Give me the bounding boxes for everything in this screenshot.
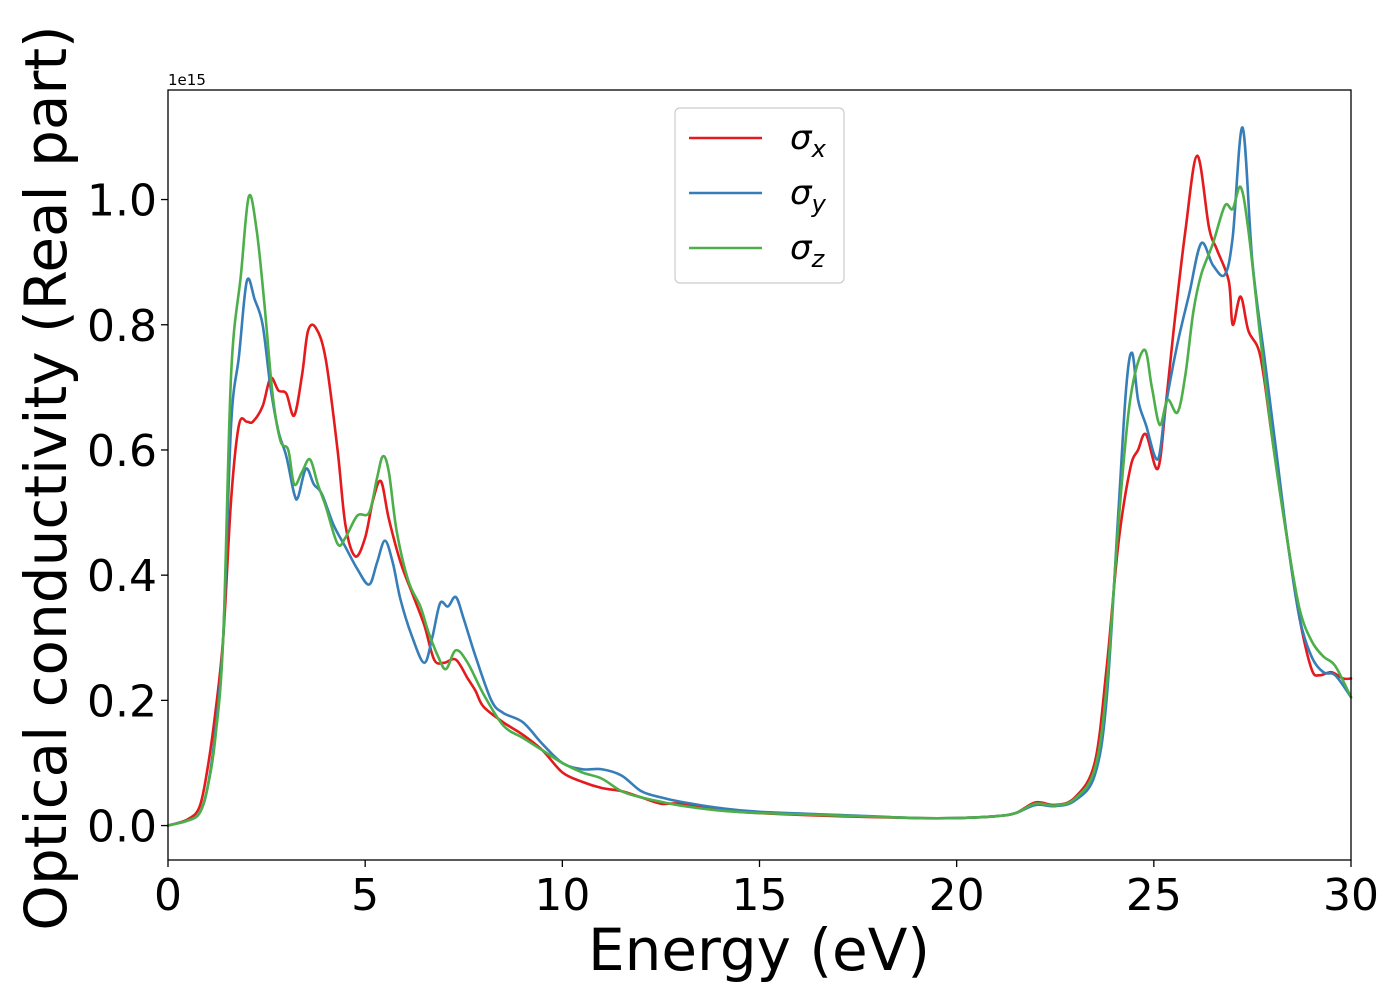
x-tick-label: 5 — [351, 870, 379, 921]
legend-label-symbol: σ — [790, 228, 813, 268]
legend-label-z: σz — [790, 228, 826, 273]
y-axis: 0.0 0.2 0.4 0.6 0.8 1.0 — [87, 176, 168, 853]
legend-label-x: σx — [790, 118, 827, 163]
legend-box — [674, 107, 845, 284]
series-line-y — [166, 126, 1353, 827]
x-tick-label: 0 — [154, 870, 182, 921]
series-line-x — [166, 154, 1353, 827]
legend-label-symbol: σ — [790, 173, 813, 213]
x-tick-label: 30 — [1323, 870, 1379, 921]
y-offset-label: 1e15 — [168, 71, 206, 89]
series-layer — [166, 126, 1353, 827]
y-tick-label: 0.4 — [87, 551, 157, 602]
y-tick-label: 1.0 — [87, 176, 157, 227]
legend-label-y: σy — [790, 173, 827, 218]
x-tick-label: 20 — [929, 870, 985, 921]
x-tick-label: 25 — [1126, 870, 1182, 921]
y-tick-label: 0.6 — [87, 426, 157, 477]
x-axis-label: Energy (eV) — [588, 916, 930, 984]
legend-label-subscript: z — [811, 245, 826, 273]
y-tick-label: 0.8 — [87, 301, 157, 352]
y-tick-label: 0.2 — [87, 676, 157, 727]
y-axis-label: Optical conductivity (Real part) — [12, 25, 80, 930]
series-line-z — [166, 185, 1353, 827]
legend-label-subscript: x — [811, 135, 827, 163]
x-tick-label: 10 — [534, 870, 590, 921]
y-tick-label: 0.0 — [87, 802, 157, 853]
legend-label-symbol: σ — [790, 118, 813, 158]
x-axis: 0 5 10 15 20 25 30 — [154, 860, 1379, 921]
legend-label-subscript: y — [811, 190, 827, 218]
x-tick-label: 15 — [732, 870, 788, 921]
